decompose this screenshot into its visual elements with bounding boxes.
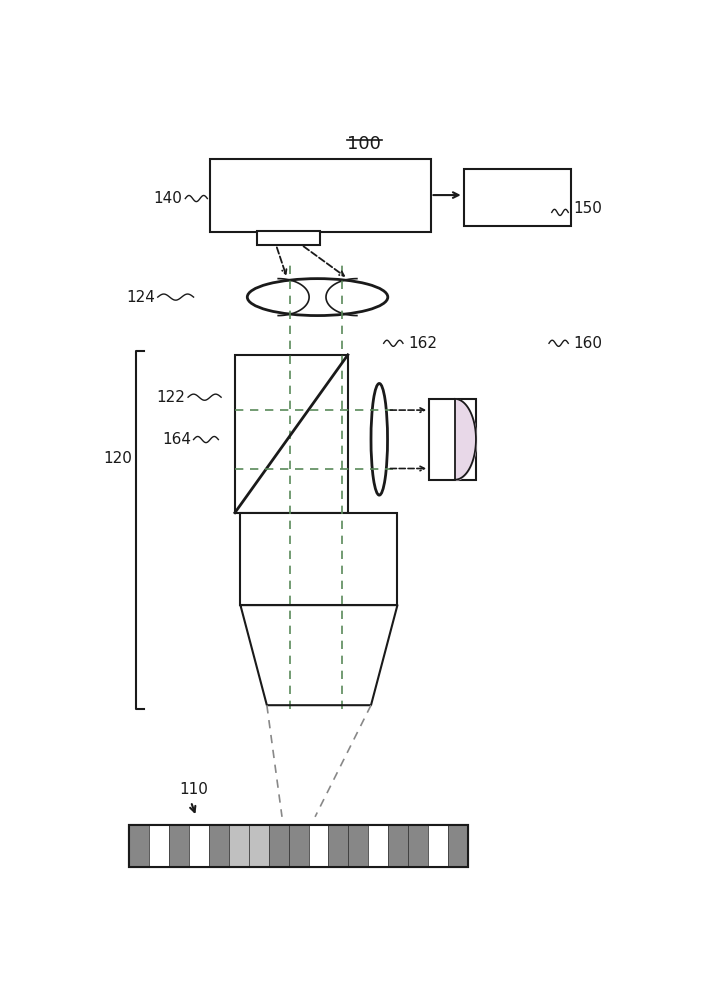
Bar [129,825,149,867]
Bar [429,399,476,480]
Bar [289,825,309,867]
Bar [408,825,428,867]
Ellipse shape [371,383,387,495]
Bar [328,825,348,867]
Bar [209,825,229,867]
Bar [309,825,328,867]
Bar [269,825,289,867]
Text: 122: 122 [156,390,186,405]
Bar [448,825,468,867]
Text: 124: 124 [126,290,155,305]
Bar [169,825,189,867]
Bar [149,825,169,867]
Text: 120: 120 [104,451,132,466]
Bar [348,825,368,867]
Bar [129,825,468,867]
Bar [235,355,348,513]
Text: 162: 162 [408,336,437,351]
Bar [240,513,397,605]
Text: 164: 164 [162,432,191,447]
Text: 150: 150 [574,201,603,216]
Bar [129,825,468,867]
Ellipse shape [247,279,387,316]
Bar [464,169,571,226]
Bar [210,158,430,232]
Bar [189,825,209,867]
Bar [428,825,448,867]
Bar [229,825,249,867]
Text: 100: 100 [348,135,381,153]
Text: 160: 160 [574,336,603,351]
Bar [388,825,408,867]
Text: 110: 110 [180,782,208,797]
Bar [257,231,320,245]
Text: 140: 140 [154,191,183,206]
Bar [249,825,269,867]
Bar [368,825,388,867]
